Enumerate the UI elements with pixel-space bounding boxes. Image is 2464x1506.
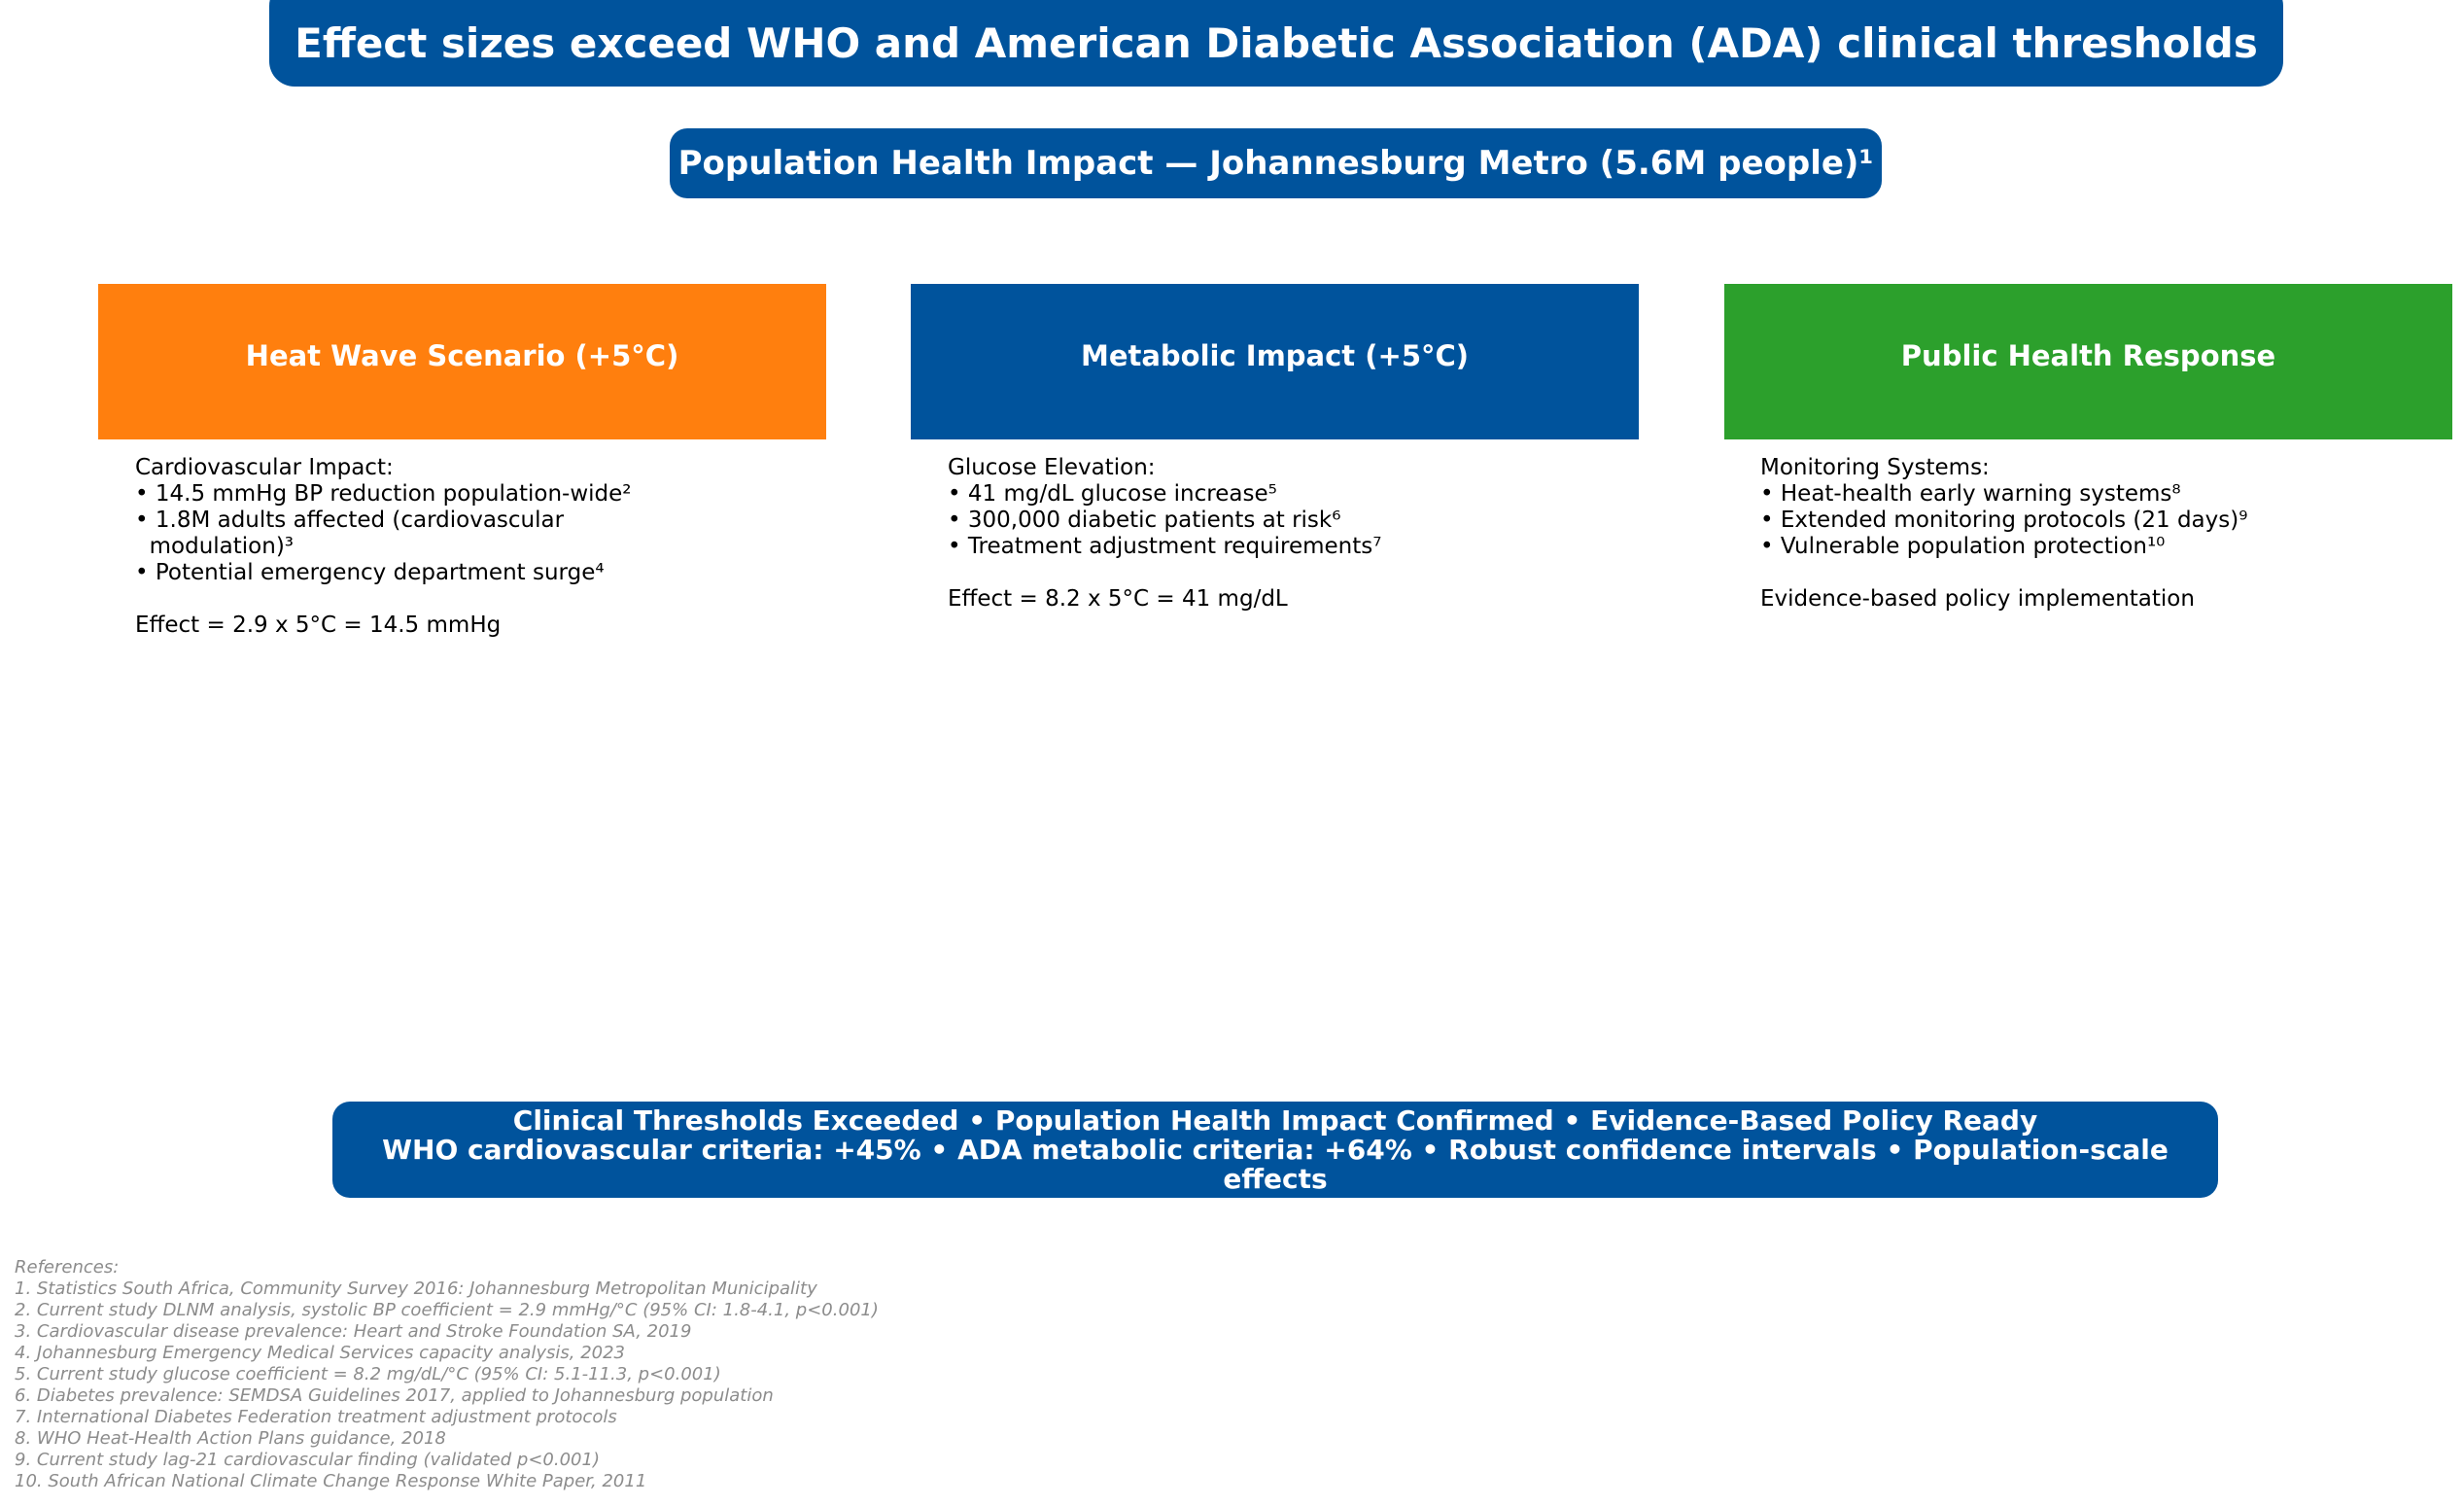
bullet-item: • 300,000 diabetic patients at risk⁶ — [948, 508, 1341, 533]
reference-item: 2. Current study DLNM analysis, systolic… — [15, 1300, 879, 1320]
column-heading: Monitoring Systems: — [1760, 455, 1990, 480]
public-health-response-body: Monitoring Systems: • Heat-health early … — [1760, 455, 2382, 613]
reference-item: 1. Statistics South Africa, Community Su… — [15, 1278, 817, 1299]
reference-item: 4. Johannesburg Emergency Medical Servic… — [15, 1343, 626, 1363]
bullet-item: • Treatment adjustment requirements⁷ — [948, 534, 1382, 559]
heat-wave-scenario-body: Cardiovascular Impact: • 14.5 mmHg BP re… — [135, 455, 757, 639]
reference-item: 9. Current study lag-21 cardiovascular f… — [15, 1450, 600, 1470]
reference-item: 5. Current study glucose coefficient = 8… — [15, 1364, 721, 1384]
bullet-item: • Vulnerable population protection¹⁰ — [1760, 534, 2166, 559]
effect-formula: Effect = 2.9 x 5°C = 14.5 mmHg — [135, 613, 502, 638]
summary-banner: Clinical Thresholds Exceeded • Populatio… — [332, 1102, 2218, 1198]
bullet-item: • 14.5 mmHg BP reduction population-wide… — [135, 481, 632, 507]
bullet-item: • 1.8M adults affected (cardiovascular — [135, 508, 565, 533]
column-heading: Glucose Elevation: — [948, 455, 1156, 480]
summary-line-1: Clinical Thresholds Exceeded • Populatio… — [512, 1103, 2038, 1137]
reference-item: 8. WHO Heat-Health Action Plans guidance… — [15, 1428, 446, 1449]
metabolic-impact-body: Glucose Elevation: • 41 mg/dL glucose in… — [948, 455, 1570, 613]
bullet-item: • 41 mg/dL glucose increase⁵ — [948, 481, 1277, 507]
bullet-item: • Heat-health early warning systems⁸ — [1760, 481, 2181, 507]
reference-item: 10. South African National Climate Chang… — [15, 1471, 647, 1491]
metabolic-impact-header: Metabolic Impact (+5°C) — [911, 284, 1639, 439]
bullet-item: • Potential emergency department surge⁴ — [135, 560, 605, 585]
subtitle-banner: Population Health Impact — Johannesburg … — [670, 128, 1882, 198]
heat-wave-scenario-header: Heat Wave Scenario (+5°C) — [98, 284, 826, 439]
bullet-item: • Extended monitoring protocols (21 days… — [1760, 508, 2248, 533]
policy-statement: Evidence-based policy implementation — [1760, 586, 2195, 612]
public-health-response-header: Public Health Response — [1724, 284, 2452, 439]
summary-line-2: WHO cardiovascular criteria: +45% • ADA … — [382, 1133, 2169, 1195]
effect-formula: Effect = 8.2 x 5°C = 41 mg/dL — [948, 586, 1288, 612]
references-heading: References: — [15, 1257, 120, 1278]
references-list: References: 1. Statistics South Africa, … — [15, 1257, 879, 1492]
reference-item: 3. Cardiovascular disease prevalence: He… — [15, 1321, 692, 1342]
reference-item: 7. International Diabetes Federation tre… — [15, 1407, 617, 1427]
reference-item: 6. Diabetes prevalence: SEMDSA Guideline… — [15, 1385, 774, 1406]
main-title: Effect sizes exceed WHO and American Dia… — [269, 0, 2283, 87]
bullet-item: modulation)³ — [135, 534, 295, 559]
column-heading: Cardiovascular Impact: — [135, 455, 394, 480]
